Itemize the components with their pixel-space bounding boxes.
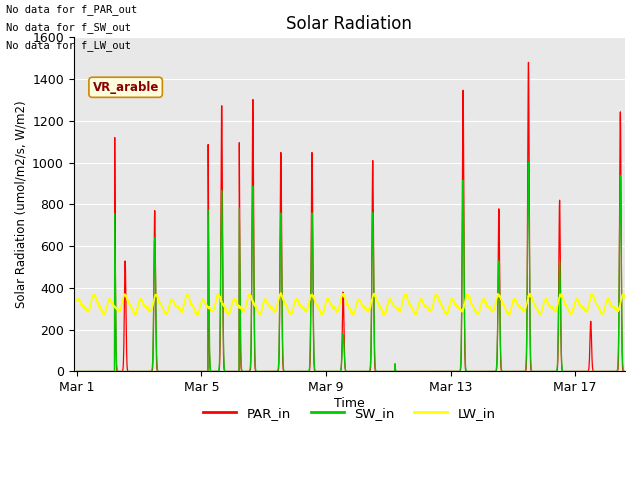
Text: No data for f_PAR_out: No data for f_PAR_out xyxy=(6,4,138,15)
Text: No data for f_SW_out: No data for f_SW_out xyxy=(6,22,131,33)
Title: Solar Radiation: Solar Radiation xyxy=(287,15,412,33)
Y-axis label: Solar Radiation (umol/m2/s, W/m2): Solar Radiation (umol/m2/s, W/m2) xyxy=(15,101,28,308)
X-axis label: Time: Time xyxy=(334,397,365,410)
Legend: PAR_in, SW_in, LW_in: PAR_in, SW_in, LW_in xyxy=(198,401,501,425)
Text: VR_arable: VR_arable xyxy=(92,81,159,94)
Text: No data for f_LW_out: No data for f_LW_out xyxy=(6,40,131,51)
